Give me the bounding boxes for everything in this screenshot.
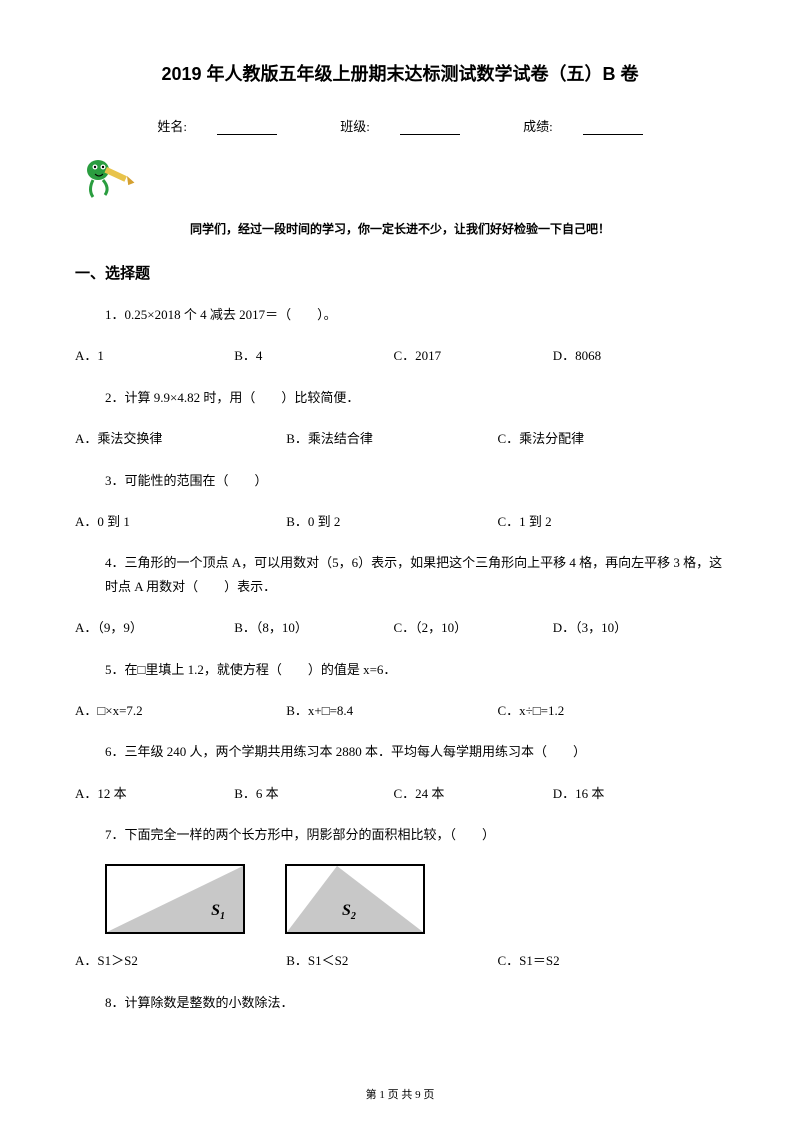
q5-option-a: A．□×x=7.2 — [75, 699, 283, 722]
q2-option-c: C．乘法分配律 — [498, 427, 706, 450]
question-4: 4．三角形的一个顶点 A，可以用数对（5，6）表示，如果把这个三角形向上平移 4… — [75, 551, 725, 598]
question-8: 8．计算除数是整数的小数除法． — [75, 991, 725, 1014]
q4-option-c: C．（2，10） — [394, 616, 550, 639]
question-4-options: A．（9，9） B．（8，10） C．（2，10） D．（3，10） — [75, 616, 725, 639]
q1-option-c: C．2017 — [394, 344, 550, 367]
q4-option-b: B．（8，10） — [234, 616, 390, 639]
exam-title: 2019 年人教版五年级上册期末达标测试数学试卷（五）B 卷 — [75, 60, 725, 86]
q1-option-d: D．8068 — [553, 344, 709, 367]
question-3-options: A．0 到 1 B．0 到 2 C．1 到 2 — [75, 510, 725, 533]
question-5-options: A．□×x=7.2 B．x+□=8.4 C．x÷□=1.2 — [75, 699, 725, 722]
q1-option-b: B．4 — [234, 344, 390, 367]
question-2: 2．计算 9.9×4.82 时，用（ ）比较简便． — [75, 386, 725, 409]
question-5: 5．在□里填上 1.2，就使方程（ ）的值是 x=6． — [75, 658, 725, 681]
question-6: 6．三年级 240 人，两个学期共用练习本 2880 本．平均每人每学期用练习本… — [75, 740, 725, 763]
q6-option-c: C．24 本 — [394, 782, 550, 805]
q6-option-d: D．16 本 — [553, 782, 709, 805]
section-1-header: 一、选择题 — [75, 262, 725, 283]
q2-option-b: B．乘法结合律 — [286, 427, 494, 450]
q2-option-a: A．乘法交换律 — [75, 427, 283, 450]
figure-s1: S1 — [105, 864, 245, 934]
question-6-options: A．12 本 B．6 本 C．24 本 D．16 本 — [75, 782, 725, 805]
question-1-options: A．1 B．4 C．2017 D．8068 — [75, 344, 725, 367]
page-footer: 第 1 页 共 9 页 — [0, 1086, 800, 1102]
q7-option-c: C．S1＝S2 — [498, 949, 706, 972]
q5-option-c: C．x÷□=1.2 — [498, 699, 706, 722]
q3-option-c: C．1 到 2 — [498, 510, 706, 533]
q3-option-a: A．0 到 1 — [75, 510, 283, 533]
q6-option-b: B．6 本 — [234, 782, 390, 805]
question-7-figures: S1 S2 — [75, 864, 725, 934]
figure-s2: S2 — [285, 864, 425, 934]
student-info-line: 姓名: 班级: 成绩: — [75, 116, 725, 135]
q5-option-b: B．x+□=8.4 — [286, 699, 494, 722]
pencil-icon — [85, 155, 725, 205]
q6-option-a: A．12 本 — [75, 782, 231, 805]
question-2-options: A．乘法交换律 B．乘法结合律 C．乘法分配律 — [75, 427, 725, 450]
q1-option-a: A．1 — [75, 344, 231, 367]
q4-option-a: A．（9，9） — [75, 616, 231, 639]
question-3: 3．可能性的范围在（ ） — [75, 469, 725, 492]
q7-option-b: B．S1＜S2 — [286, 949, 494, 972]
name-label: 姓名: — [142, 119, 292, 134]
q7-option-a: A．S1＞S2 — [75, 949, 283, 972]
question-1: 1．0.25×2018 个 4 减去 2017＝（ ）。 — [75, 303, 725, 326]
encouragement-text: 同学们，经过一段时间的学习，你一定长进不少，让我们好好检验一下自己吧！ — [75, 220, 725, 237]
score-label: 成绩: — [508, 119, 658, 134]
q4-option-d: D．（3，10） — [553, 616, 709, 639]
question-7: 7．下面完全一样的两个长方形中，阴影部分的面积相比较，（ ） — [75, 823, 725, 846]
q3-option-b: B．0 到 2 — [286, 510, 494, 533]
question-7-options: A．S1＞S2 B．S1＜S2 C．S1＝S2 — [75, 949, 725, 972]
class-label: 班级: — [325, 119, 475, 134]
